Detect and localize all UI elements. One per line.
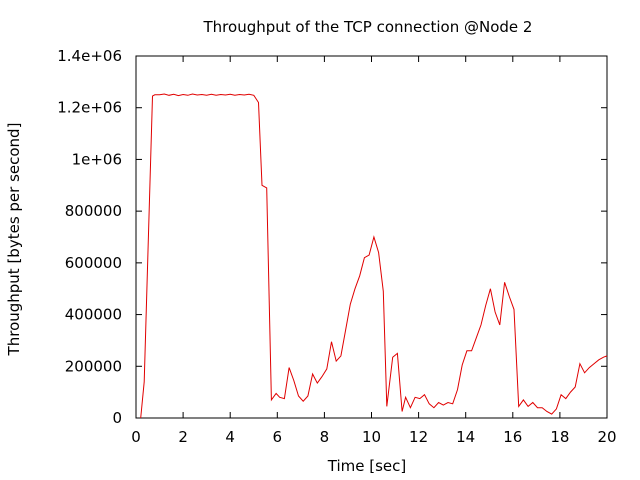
x-tick-label: 0 (131, 428, 141, 446)
series-line (140, 93, 608, 419)
x-tick-label: 2 (178, 428, 188, 446)
axis-tick-labels: 0 2 4 6 8 10 12 14 16 18 20 0 200000 400000 600000 8000… (57, 47, 616, 446)
x-tick-label: 18 (550, 428, 569, 446)
y-tick-label: 400000 (65, 306, 122, 324)
x-tick-label: 8 (320, 428, 330, 446)
y-tick-label: 1.2e+06 (57, 99, 122, 117)
y-tick-label: 800000 (65, 202, 122, 220)
x-tick-label: 10 (362, 428, 381, 446)
y-tick-label: 1.4e+06 (57, 47, 122, 65)
axis-ticks (135, 55, 608, 419)
x-tick-label: 14 (456, 428, 475, 446)
x-tick-label: 20 (597, 428, 616, 446)
x-tick-label: 4 (225, 428, 235, 446)
plot-frame (135, 55, 608, 419)
x-tick-label: 6 (273, 428, 283, 446)
x-tick-label: 12 (409, 428, 428, 446)
y-tick-label: 200000 (65, 357, 122, 375)
y-tick-label: 1e+06 (72, 150, 122, 168)
y-axis-label: Throughput [bytes per second] (5, 123, 23, 357)
y-tick-label: 600000 (65, 254, 122, 272)
x-axis-label: Time [sec] (327, 457, 406, 475)
y-tick-label: 0 (112, 409, 122, 427)
chart-title: Throughput of the TCP connection @Node 2 (203, 18, 533, 36)
x-tick-label: 16 (503, 428, 522, 446)
